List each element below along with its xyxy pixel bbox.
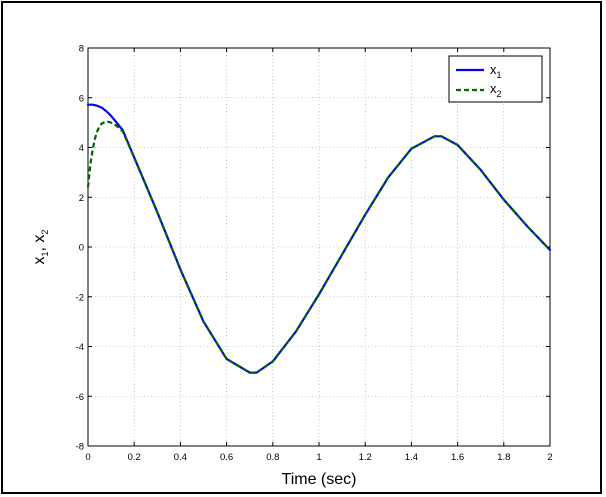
series-lines — [86, 103, 552, 374]
y-tick-label: 0 — [79, 243, 84, 254]
x-tick-label: 1.2 — [359, 452, 372, 463]
legend-box — [448, 55, 543, 103]
y-axis-label-sub2: 2 — [40, 230, 50, 235]
legend-label-x2: x2 — [490, 81, 502, 99]
y-tick-label: 8 — [79, 44, 84, 55]
x-tick-label: 0.4 — [174, 452, 187, 463]
legend-label-x1-sub: 1 — [497, 70, 502, 80]
y-tick-label: -4 — [76, 342, 84, 353]
legend-label-x1: x1 — [490, 62, 502, 80]
grid-lines — [88, 48, 550, 446]
y-tick-label: -8 — [76, 442, 84, 453]
x-tick-label: 1.8 — [497, 452, 510, 463]
y-tick-label: 6 — [79, 93, 84, 104]
y-axis-label-var2: x — [31, 235, 48, 243]
x-tick-label: 1.4 — [405, 452, 418, 463]
x-axis-label: Time (sec) — [282, 471, 357, 488]
y-axis-label-var1: x — [31, 256, 48, 264]
y-tick-label: -2 — [76, 292, 84, 303]
x-tick-label: 1.6 — [451, 452, 464, 463]
x-tick-label: 0.8 — [266, 452, 279, 463]
x-tick-label: 2 — [547, 452, 552, 463]
y-axis-label-sep: , — [31, 243, 48, 252]
x-tick-label: 0.2 — [128, 452, 141, 463]
y-tick-label: 4 — [79, 143, 84, 154]
x-tick-label: 0 — [85, 452, 90, 463]
x-tick-label: 1 — [316, 452, 321, 463]
y-tick-label: -6 — [76, 392, 84, 403]
axis-ticks: 0 0.2 0.4 0.6 0.8 1 1.2 1.4 1.6 1.8 2 -8 -6 -4 -2 0 2 4 6 8 — [76, 44, 553, 464]
y-tick-label: 2 — [79, 193, 84, 204]
legend: x1 x2 — [448, 55, 543, 103]
y-axis-label-sub1: 1 — [40, 251, 50, 256]
legend-label-x2-sub: 2 — [497, 89, 502, 99]
legend-label-x2-var: x — [490, 81, 497, 96]
y-axis-label: x1, x2 — [31, 230, 50, 265]
series-line-x2 — [86, 120, 551, 374]
legend-label-x1-var: x — [490, 62, 497, 77]
x-tick-label: 0.6 — [220, 452, 233, 463]
